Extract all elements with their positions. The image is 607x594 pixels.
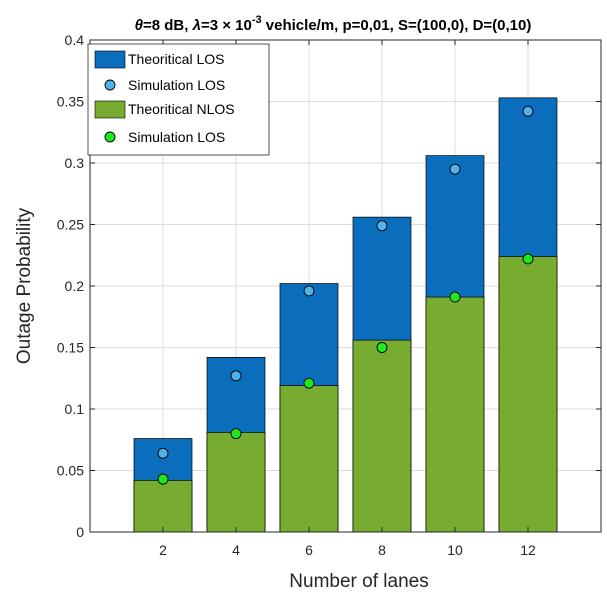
legend-marker-simulation-los-2 bbox=[104, 131, 116, 143]
legend-swatch-theoretical-los bbox=[94, 50, 126, 69]
x-tick-label: 6 bbox=[305, 542, 313, 558]
legend-label-theoretical-los: Theoritical LOS bbox=[128, 51, 224, 67]
bar-theoretical-nlos bbox=[206, 432, 266, 533]
x-tick-label: 4 bbox=[232, 542, 240, 558]
y-tick-label: 0 bbox=[76, 524, 84, 540]
legend-marker-simulation-los bbox=[104, 79, 116, 91]
bar-theoretical-nlos bbox=[133, 479, 193, 533]
marker-simulation-los-2 bbox=[303, 377, 315, 389]
x-tick-label: 10 bbox=[447, 542, 463, 558]
y-tick-label: 0.35 bbox=[57, 94, 84, 110]
bar-theoretical-nlos bbox=[279, 385, 339, 533]
marker-simulation-los bbox=[303, 285, 315, 297]
marker-simulation-los bbox=[376, 220, 388, 232]
bars bbox=[133, 97, 558, 533]
x-tick-label: 2 bbox=[159, 542, 167, 558]
marker-simulation-los-2 bbox=[157, 473, 169, 485]
legend-swatch-theoretical-nlos bbox=[94, 100, 126, 119]
bar-theoretical-nlos bbox=[425, 296, 485, 533]
y-tick-label: 0.3 bbox=[65, 155, 85, 171]
y-tick-label: 0.05 bbox=[57, 463, 84, 479]
y-tick-label: 0.25 bbox=[57, 217, 84, 233]
marker-simulation-los-2 bbox=[522, 253, 534, 265]
marker-simulation-los-2 bbox=[230, 428, 242, 440]
y-tick-label: 0.1 bbox=[65, 401, 85, 417]
legend-label-simulation-los: Simulation LOS bbox=[128, 77, 225, 93]
x-tick-label: 12 bbox=[520, 542, 536, 558]
legend-label-simulation-los-2: Simulation LOS bbox=[128, 129, 225, 145]
y-tick-label: 0.4 bbox=[65, 32, 85, 48]
axes: 0 0.05 0.1 0.15 0.2 0.25 0.3 0.35 0.4 2 4 6 8 10 12 bbox=[57, 32, 602, 558]
marker-simulation-los bbox=[522, 105, 534, 117]
marker-simulation-los bbox=[230, 370, 242, 382]
bar-theoretical-nlos bbox=[352, 339, 412, 533]
y-axis-label: Outage Probability bbox=[14, 207, 35, 364]
markers bbox=[157, 105, 534, 485]
y-tick-label: 0.15 bbox=[57, 340, 84, 356]
legend-label-theoretical-nlos: Theoritical NLOS bbox=[128, 101, 235, 117]
x-axis-label: Number of lanes bbox=[289, 571, 428, 592]
legend: Theoritical LOS Simulation LOS Theoritic… bbox=[87, 43, 270, 156]
marker-simulation-los bbox=[449, 163, 461, 175]
chart-title: θ=8 dB, λ=3 × 10-3 vehicle/m, p=0,01, S=… bbox=[135, 14, 532, 34]
marker-simulation-los-2 bbox=[449, 291, 461, 303]
marker-simulation-los bbox=[157, 447, 169, 459]
y-tick-label: 0.2 bbox=[65, 278, 85, 294]
marker-simulation-los-2 bbox=[376, 342, 388, 353]
x-tick-label: 8 bbox=[378, 542, 386, 558]
bar-theoretical-nlos bbox=[498, 256, 558, 533]
axes-box bbox=[89, 39, 602, 533]
